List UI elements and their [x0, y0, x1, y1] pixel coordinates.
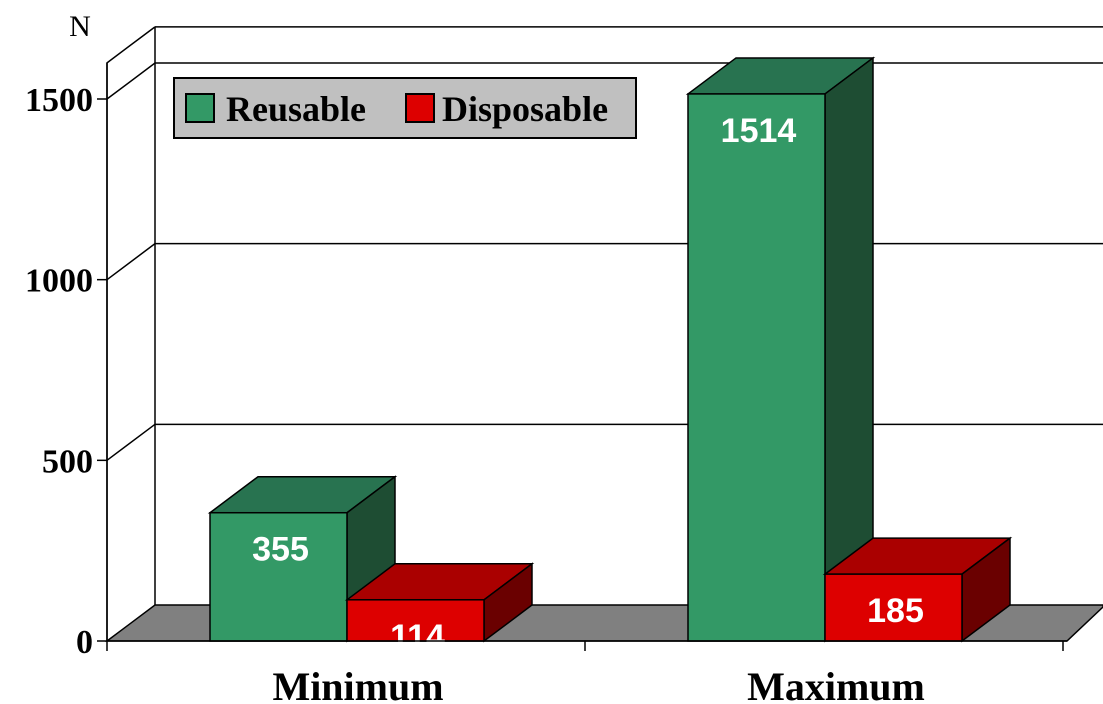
- y-tick-label: 1000: [25, 263, 93, 300]
- legend-label-disposable: Disposable: [442, 89, 608, 129]
- bar-front: [687, 93, 826, 642]
- y-tick-label: 0: [76, 624, 93, 661]
- x-category-label: Minimum: [272, 664, 443, 704]
- y-axis: 0 500 1000 1500: [25, 62, 108, 661]
- bar-reusable-maximum: 1514: [685, 56, 876, 643]
- gridline: [106, 242, 1103, 281]
- data-label: 355: [252, 531, 309, 569]
- gridline: [106, 423, 1103, 461]
- bar-front: [346, 599, 485, 642]
- legend-swatch-disposable: [405, 93, 435, 123]
- y-axis-title: N: [69, 10, 91, 43]
- bars: 355 114 1514 185: [207, 56, 1013, 656]
- y-tick-label: 1500: [25, 82, 93, 119]
- data-label: 185: [867, 592, 924, 630]
- legend-swatch-reusable: [185, 93, 215, 123]
- data-label: 114: [390, 618, 445, 656]
- bar-disposable-minimum: 114: [344, 562, 535, 656]
- x-axis: Minimum Maximum: [106, 640, 1067, 704]
- data-label: 1514: [721, 112, 797, 150]
- legend-box: [173, 77, 637, 139]
- x-category-label: Maximum: [747, 664, 925, 704]
- side-wall-edge: [106, 26, 156, 641]
- y-tick-label: 500: [42, 443, 93, 480]
- bar-front: [824, 573, 963, 642]
- bar-front: [209, 511, 348, 642]
- legend-label-reusable: Reusable: [226, 89, 366, 129]
- legend: Reusable Disposable: [173, 77, 637, 139]
- bar-disposable-maximum: 185: [822, 536, 1013, 643]
